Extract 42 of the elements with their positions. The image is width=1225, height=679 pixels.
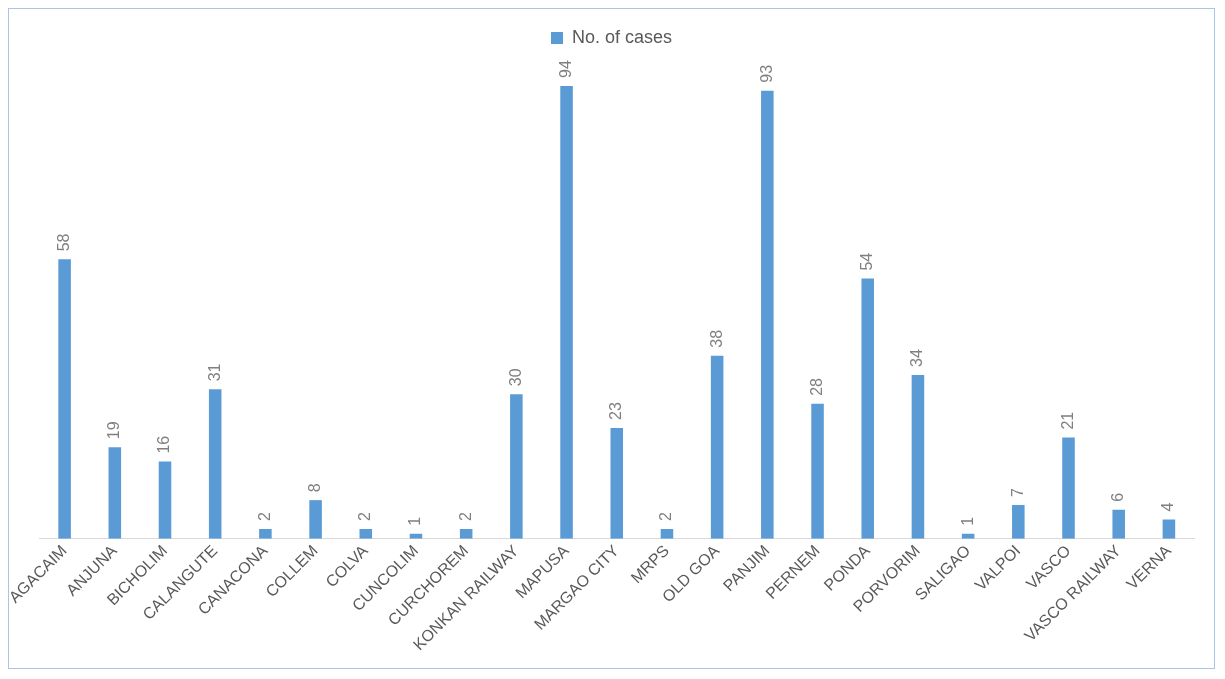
- data-label: 7: [1008, 487, 1026, 497]
- data-label: 31: [205, 363, 223, 382]
- data-label: 28: [807, 377, 825, 396]
- bar: [560, 85, 573, 539]
- bar: [208, 389, 222, 539]
- data-label: 94: [556, 60, 574, 78]
- data-label: 16: [155, 435, 173, 454]
- data-label: 2: [657, 512, 675, 522]
- data-label: 34: [908, 349, 926, 367]
- bar: [309, 500, 322, 539]
- bar: [510, 394, 523, 539]
- data-label: 8: [305, 483, 323, 493]
- data-label: 54: [858, 252, 876, 271]
- data-label: 2: [456, 512, 474, 522]
- bar: [108, 447, 122, 539]
- bar: [710, 355, 724, 539]
- data-label: 38: [707, 329, 725, 348]
- legend-label: No. of cases: [571, 26, 673, 47]
- data-label: 1: [406, 516, 424, 526]
- bar: [1112, 509, 1125, 539]
- bar: [811, 403, 824, 539]
- bar: [58, 259, 71, 539]
- data-label: 23: [607, 401, 625, 420]
- bar: [610, 427, 624, 539]
- bar: [761, 90, 774, 539]
- bar: [911, 374, 925, 539]
- data-label: 93: [757, 64, 775, 83]
- data-label: 1: [958, 516, 976, 526]
- bar: [1062, 437, 1075, 539]
- data-label: 19: [105, 421, 123, 440]
- data-label: 4: [1159, 502, 1177, 512]
- data-label: 2: [255, 512, 273, 522]
- bar: [259, 529, 272, 539]
- data-label: 30: [506, 368, 524, 387]
- data-label: 2: [356, 512, 374, 522]
- bar: [158, 461, 172, 539]
- bar: [1162, 519, 1176, 539]
- bar: [861, 278, 875, 539]
- data-label: 21: [1058, 411, 1076, 430]
- data-label: 58: [55, 233, 73, 252]
- bar: [1012, 504, 1025, 539]
- data-label: 6: [1109, 492, 1127, 502]
